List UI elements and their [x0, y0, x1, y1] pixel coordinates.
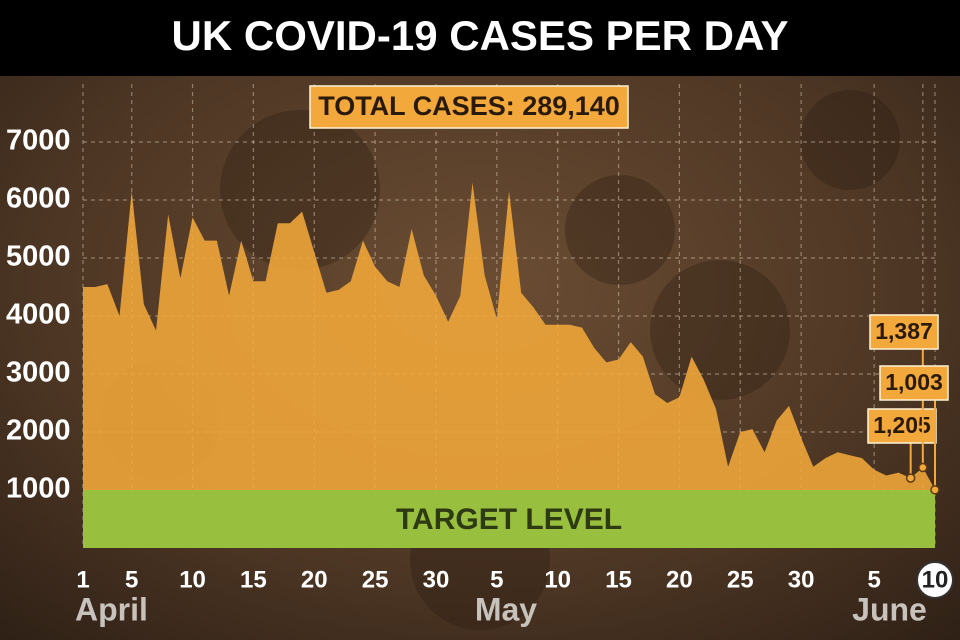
month-label: April: [75, 591, 148, 627]
annotation: TOTAL CASES: 289,140: [318, 91, 620, 121]
y-tick-label: 5000: [6, 241, 71, 273]
x-tick-label: 5: [125, 566, 138, 593]
title-band: [0, 0, 960, 76]
x-tick-label: 25: [362, 566, 389, 593]
annotation-box: [309, 85, 629, 129]
callout-box: [879, 365, 949, 401]
target-label: TARGET LEVEL: [396, 503, 622, 536]
plot: [83, 182, 935, 548]
point: [905, 473, 916, 483]
x-tick-label: 1: [76, 566, 89, 593]
y-tick-label: 6000: [6, 183, 71, 215]
target-band: [83, 490, 935, 548]
y-tick-label: 4000: [6, 299, 71, 331]
x-tick-label: 5: [867, 566, 880, 593]
point: [930, 485, 940, 495]
point: [918, 462, 928, 473]
y-tick-label: 3000: [6, 357, 71, 389]
x-tick-label: 5: [490, 566, 503, 593]
x-tick-label: 25: [727, 566, 754, 593]
area: [83, 182, 935, 548]
texture: [100, 90, 900, 630]
y-tick-label: 1000: [6, 473, 71, 505]
x-tick-label: 10: [544, 566, 571, 593]
month-label: June: [852, 591, 927, 627]
value-label: 1,003: [885, 369, 943, 395]
callout-box: [867, 408, 937, 444]
x-tick-label: 30: [423, 566, 450, 593]
x-tick-label: 10: [922, 566, 949, 593]
x-tick-label: 15: [240, 566, 267, 593]
x-tick-label: 15: [605, 566, 632, 593]
x-tick-label: 20: [666, 566, 693, 593]
callout-box: [869, 314, 939, 350]
x-tick-label: 30: [788, 566, 815, 593]
y-tick-label: 2000: [6, 415, 71, 447]
value-label: 1,387: [875, 318, 933, 344]
y-tick-label: 7000: [6, 125, 71, 157]
chart-title: UK COVID-19 CASES PER DAY: [172, 12, 789, 59]
x-tick-label: 10: [179, 566, 206, 593]
highlight-ring: [916, 561, 954, 599]
value-label: 1,205: [873, 412, 931, 438]
x-tick-label: 20: [301, 566, 328, 593]
month-label: May: [475, 591, 537, 627]
